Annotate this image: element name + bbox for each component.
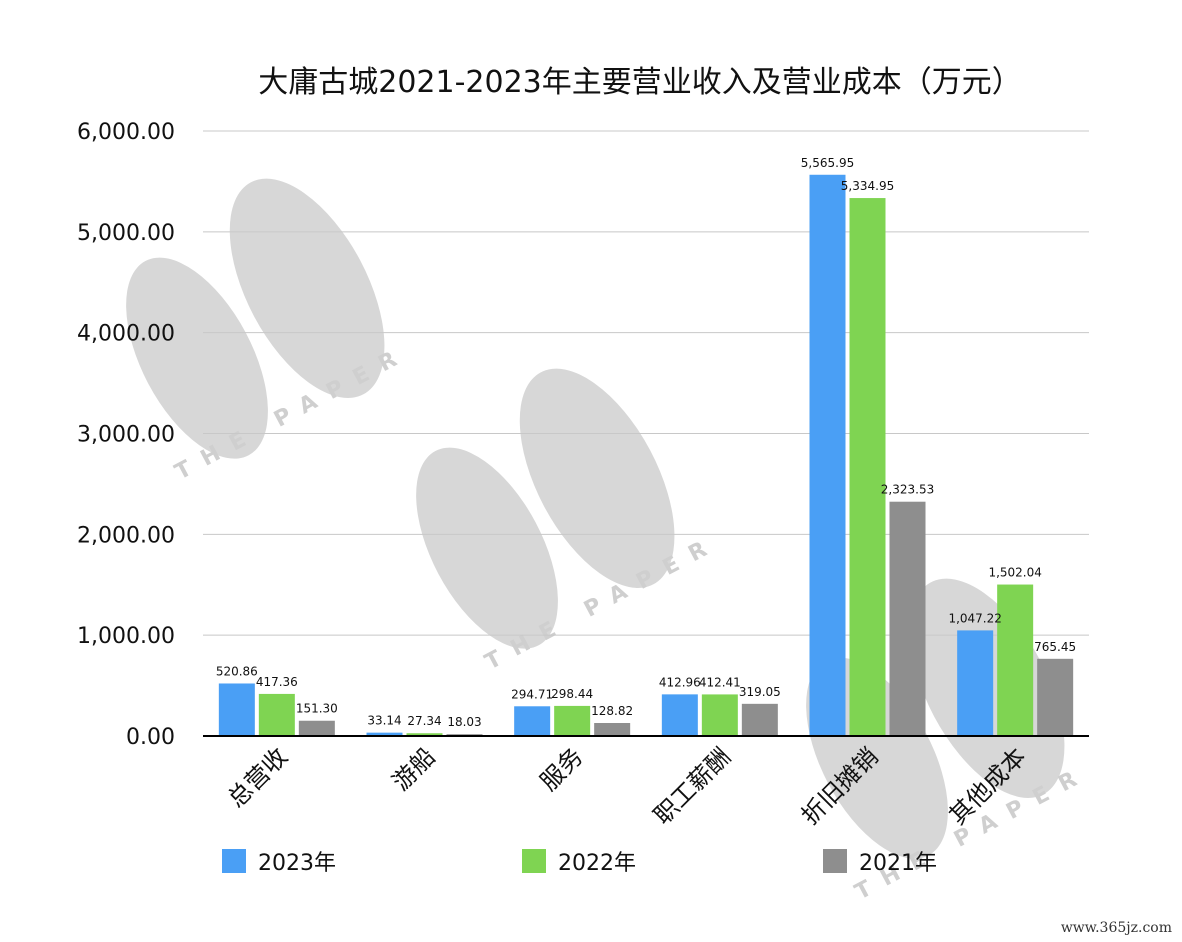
x-tick-label: 总营收 <box>222 742 293 813</box>
data-label: 27.34 <box>407 714 441 728</box>
x-tick-label: 游船 <box>387 742 441 796</box>
data-label: 2,323.53 <box>881 483 934 497</box>
bar <box>849 198 886 736</box>
data-label: 412.41 <box>699 675 741 689</box>
data-label: 128.82 <box>591 704 633 718</box>
legend-swatch <box>522 849 546 873</box>
data-label: 417.36 <box>256 675 298 689</box>
y-tick-label: 2,000.00 <box>77 523 175 548</box>
y-axis-ticks: 0.00 1,000.00 2,000.00 3,000.00 4,000.00 5,00… <box>77 120 175 750</box>
watermark-logo-1 <box>126 178 385 459</box>
bar <box>554 705 591 736</box>
data-label: 5,334.95 <box>841 179 894 193</box>
y-tick-label: 0.00 <box>126 725 175 750</box>
bar <box>809 174 846 736</box>
y-tick-label: 6,000.00 <box>77 120 175 145</box>
bar <box>258 693 295 736</box>
bar <box>997 584 1034 736</box>
data-label: 1,047.22 <box>948 611 1001 625</box>
bar <box>701 694 738 736</box>
bar <box>661 694 698 736</box>
bar <box>514 706 551 736</box>
chart-title: 大庸古城2021-2023年主要营业收入及营业成本（万元） <box>258 65 1022 100</box>
y-tick-label: 1,000.00 <box>77 624 175 649</box>
y-tick-label: 3,000.00 <box>77 423 175 448</box>
bar <box>406 733 443 736</box>
bar <box>957 630 994 736</box>
data-label: 18.03 <box>447 715 481 729</box>
watermark-logo-2 <box>416 368 675 649</box>
data-label: 151.30 <box>296 702 338 716</box>
legend-swatch <box>222 849 246 873</box>
data-label: 298.44 <box>551 687 593 701</box>
legend-label: 2021年 <box>859 851 937 876</box>
bar <box>1037 658 1074 736</box>
data-label: 1,502.04 <box>988 566 1041 580</box>
legend-label: 2023年 <box>258 851 336 876</box>
x-tick-label: 服务 <box>535 742 589 796</box>
x-tick-label: 职工薪酬 <box>648 742 736 830</box>
site-label: www.365jz.com <box>1061 920 1172 936</box>
bars <box>218 174 1074 736</box>
data-label: 294.71 <box>511 687 553 701</box>
legend-label: 2022年 <box>558 851 636 876</box>
data-label: 412.96 <box>659 675 701 689</box>
bar <box>741 703 778 736</box>
legend-swatch <box>823 849 847 873</box>
gridlines <box>203 130 1089 636</box>
bar <box>366 732 403 736</box>
y-tick-label: 5,000.00 <box>77 221 175 246</box>
data-label: 33.14 <box>367 714 401 728</box>
bar <box>594 723 631 736</box>
bar <box>298 720 335 736</box>
data-label: 520.86 <box>216 664 258 678</box>
bar <box>218 683 255 736</box>
bar <box>889 501 926 736</box>
data-label: 5,565.95 <box>801 156 854 170</box>
data-label: 765.45 <box>1034 640 1076 654</box>
legend: 2023年 2022年 2021年 <box>222 849 937 876</box>
data-label: 319.05 <box>739 685 781 699</box>
y-tick-label: 4,000.00 <box>77 322 175 347</box>
